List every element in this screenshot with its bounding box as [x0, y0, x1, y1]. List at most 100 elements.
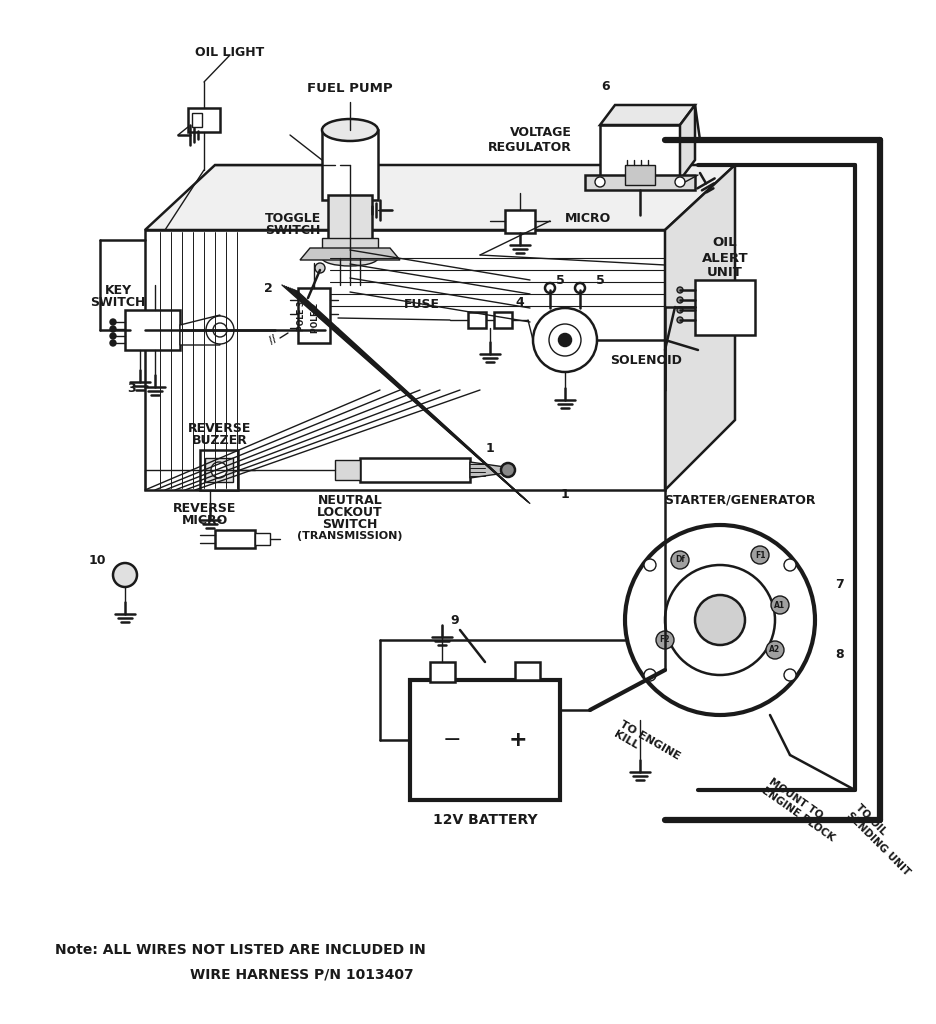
Circle shape: [110, 340, 116, 346]
Text: FUEL PUMP: FUEL PUMP: [307, 82, 393, 94]
Polygon shape: [470, 462, 505, 478]
Circle shape: [644, 559, 656, 571]
Text: VOLTAGE
REGULATOR: VOLTAGE REGULATOR: [489, 126, 572, 154]
Polygon shape: [680, 105, 695, 180]
Polygon shape: [180, 315, 220, 345]
Circle shape: [110, 326, 116, 332]
Text: TO OIL
SENDING UNIT: TO OIL SENDING UNIT: [845, 802, 920, 878]
Text: TOGGLE: TOGGLE: [265, 212, 321, 224]
Circle shape: [677, 307, 683, 313]
Ellipse shape: [322, 119, 378, 141]
Polygon shape: [145, 230, 665, 490]
Circle shape: [671, 551, 689, 569]
FancyBboxPatch shape: [328, 195, 372, 240]
Text: SWITCH: SWITCH: [322, 517, 378, 530]
Circle shape: [644, 669, 656, 681]
Text: 4: 4: [516, 296, 524, 308]
Circle shape: [501, 463, 515, 477]
Polygon shape: [665, 165, 735, 490]
Text: 1: 1: [561, 488, 569, 502]
Text: 8: 8: [836, 648, 844, 662]
Text: POLE 3: POLE 3: [298, 301, 306, 331]
Text: OIL LIGHT: OIL LIGHT: [195, 46, 264, 59]
Polygon shape: [695, 280, 755, 335]
Text: WIRE HARNESS P/N 1013407: WIRE HARNESS P/N 1013407: [190, 968, 414, 982]
Text: A1: A1: [774, 600, 785, 609]
Polygon shape: [145, 165, 735, 230]
Circle shape: [110, 319, 116, 325]
Polygon shape: [200, 450, 238, 490]
Polygon shape: [600, 105, 695, 125]
Polygon shape: [255, 534, 270, 545]
Text: 12V BATTERY: 12V BATTERY: [432, 813, 537, 827]
Polygon shape: [505, 210, 535, 233]
Circle shape: [315, 263, 325, 273]
Text: Df: Df: [675, 555, 685, 564]
Circle shape: [665, 565, 775, 675]
Text: +: +: [508, 730, 527, 750]
Circle shape: [751, 546, 769, 564]
Circle shape: [113, 563, 137, 587]
FancyBboxPatch shape: [625, 165, 655, 185]
Text: 3: 3: [127, 382, 137, 394]
Circle shape: [625, 525, 815, 715]
Circle shape: [595, 177, 605, 187]
Text: STARTER/GENERATOR: STARTER/GENERATOR: [665, 494, 816, 507]
Text: POLE 2: POLE 2: [312, 303, 320, 333]
Circle shape: [206, 316, 234, 344]
Text: NEUTRAL: NEUTRAL: [317, 494, 383, 507]
Polygon shape: [298, 288, 330, 343]
Polygon shape: [300, 248, 400, 260]
Polygon shape: [360, 458, 470, 482]
Circle shape: [675, 177, 685, 187]
Circle shape: [545, 283, 555, 293]
Text: F2: F2: [660, 636, 670, 644]
Circle shape: [656, 631, 674, 649]
FancyBboxPatch shape: [205, 458, 233, 482]
Text: SWITCH: SWITCH: [90, 296, 146, 308]
Circle shape: [211, 462, 227, 478]
Text: 5: 5: [595, 273, 605, 287]
Text: TO ENGINE
KILL: TO ENGINE KILL: [612, 719, 681, 771]
Circle shape: [784, 669, 796, 681]
FancyBboxPatch shape: [322, 130, 378, 200]
Circle shape: [766, 641, 784, 659]
Text: KEY: KEY: [105, 284, 132, 297]
Circle shape: [784, 559, 796, 571]
Circle shape: [549, 324, 581, 356]
Text: A2: A2: [769, 645, 781, 654]
Text: MICRO: MICRO: [565, 212, 611, 224]
Ellipse shape: [322, 250, 378, 266]
Text: LOCKOUT: LOCKOUT: [317, 506, 383, 518]
FancyBboxPatch shape: [192, 113, 202, 127]
Circle shape: [110, 333, 116, 339]
Polygon shape: [600, 125, 680, 180]
Text: REVERSE: REVERSE: [188, 422, 252, 434]
Text: 1: 1: [486, 441, 494, 455]
FancyBboxPatch shape: [410, 680, 560, 800]
Circle shape: [771, 596, 789, 614]
Text: MICRO: MICRO: [182, 513, 228, 526]
FancyBboxPatch shape: [188, 108, 220, 132]
Text: REVERSE: REVERSE: [173, 502, 237, 514]
Text: 9: 9: [451, 613, 460, 627]
Text: Note: ALL WIRES NOT LISTED ARE INCLUDED IN: Note: ALL WIRES NOT LISTED ARE INCLUDED …: [55, 943, 426, 957]
Circle shape: [559, 334, 571, 346]
Text: (TRANSMISSION): (TRANSMISSION): [298, 531, 402, 541]
Text: //: //: [268, 334, 279, 346]
FancyBboxPatch shape: [322, 238, 378, 258]
Polygon shape: [335, 460, 360, 480]
FancyBboxPatch shape: [468, 312, 486, 328]
Circle shape: [575, 283, 585, 293]
Text: 6: 6: [602, 81, 610, 93]
Text: OIL
ALERT
UNIT: OIL ALERT UNIT: [702, 237, 748, 280]
Text: BUZZER: BUZZER: [192, 433, 248, 446]
Text: SOLENOID: SOLENOID: [610, 353, 681, 367]
FancyBboxPatch shape: [515, 662, 540, 680]
Text: F1: F1: [754, 551, 766, 559]
Circle shape: [677, 317, 683, 323]
Text: FUSE: FUSE: [404, 299, 440, 311]
Text: MOUNT TO
ENGINE BLOCK: MOUNT TO ENGINE BLOCK: [760, 776, 843, 844]
Text: 7: 7: [836, 579, 844, 592]
Text: SWITCH: SWITCH: [265, 223, 321, 237]
